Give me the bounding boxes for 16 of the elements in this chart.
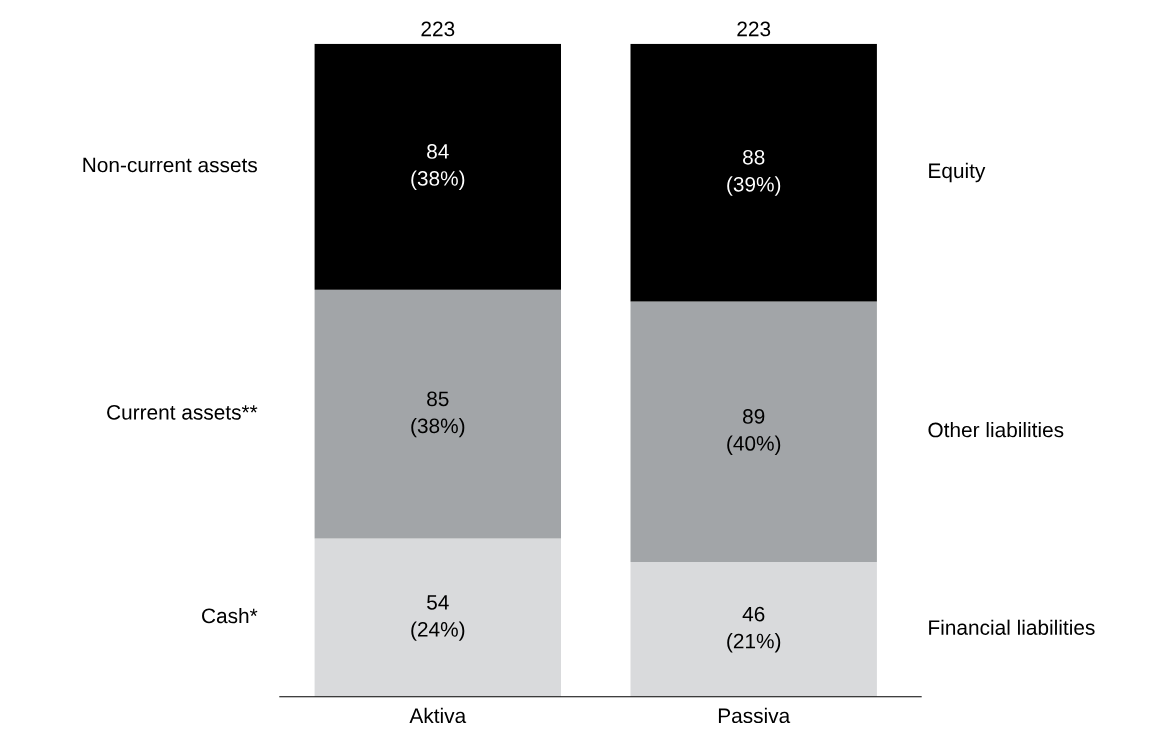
total-label: 223 — [737, 21, 771, 37]
text: Cash* — [202, 607, 258, 624]
x-tick-label: Aktiva — [409, 707, 467, 724]
x-tick-label: Passiva — [718, 707, 791, 724]
data-label: 88 (39%) — [727, 149, 781, 196]
data-label: 89 (40%) — [727, 409, 781, 455]
data-label: 54 (24%) — [411, 595, 465, 641]
data-label: 84 (38%) — [411, 144, 465, 190]
text: Other liabilities — [928, 421, 1064, 438]
text: Non-current assets — [83, 157, 257, 173]
text: Current assets** — [107, 404, 258, 420]
data-label: 85 (38%) — [411, 391, 465, 438]
total-label: 223 — [421, 21, 455, 37]
data-label: 46 (21%) — [727, 606, 781, 653]
text: Equity — [929, 162, 986, 183]
text: Financial liabilities — [929, 619, 1095, 635]
